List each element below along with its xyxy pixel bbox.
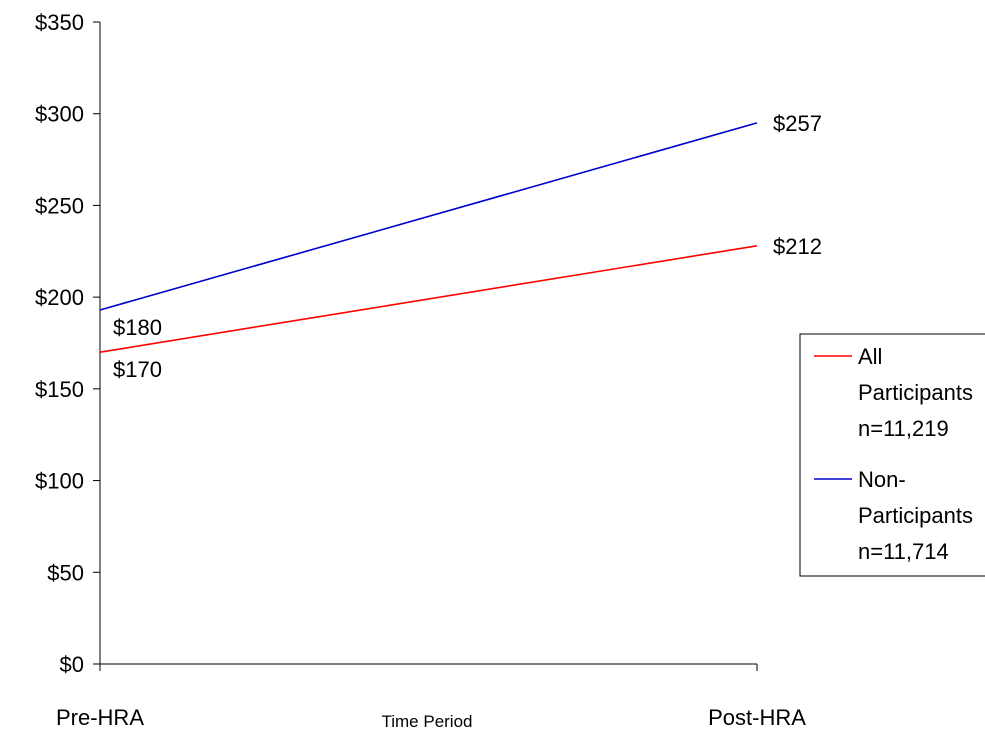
legend-label: n=11,219 bbox=[858, 416, 949, 441]
x-tick-label: Post-HRA bbox=[708, 705, 806, 730]
y-axis: $0 $50 $100 $150 $200 $250 $300 $350 bbox=[35, 10, 101, 677]
legend: All Participants n=11,219 Non- Participants n… bbox=[799, 333, 985, 577]
series-layer bbox=[99, 122, 758, 353]
legend-label: Non- bbox=[858, 467, 906, 492]
y-tick-label: $100 bbox=[35, 469, 84, 494]
data-labels: $170 $212 $180 $257 bbox=[113, 111, 822, 382]
x-axis-title: Time Period bbox=[381, 712, 472, 731]
data-label: $170 bbox=[113, 357, 162, 382]
x-axis: Pre-HRA Post-HRA bbox=[56, 663, 806, 730]
data-label: $180 bbox=[113, 315, 162, 340]
legend-label: n=11,714 bbox=[858, 539, 949, 564]
data-label: $257 bbox=[773, 111, 822, 136]
y-tick-label: $350 bbox=[35, 10, 84, 35]
legend-box bbox=[799, 333, 985, 577]
y-tick-label: $150 bbox=[35, 377, 84, 402]
x-tick-label: Pre-HRA bbox=[56, 705, 144, 730]
legend-label: Participants bbox=[858, 503, 973, 528]
series-line-2 bbox=[99, 122, 758, 311]
y-tick-label: $250 bbox=[35, 193, 84, 218]
data-label: $212 bbox=[773, 234, 822, 259]
y-tick-label: $200 bbox=[35, 285, 84, 310]
y-tick-label: $50 bbox=[47, 560, 84, 585]
legend-label: All bbox=[858, 344, 882, 369]
series-line-1 bbox=[99, 244, 758, 353]
legend-label: Participants bbox=[858, 380, 973, 405]
y-tick-label: $300 bbox=[35, 102, 84, 127]
y-tick-label: $0 bbox=[60, 652, 84, 677]
